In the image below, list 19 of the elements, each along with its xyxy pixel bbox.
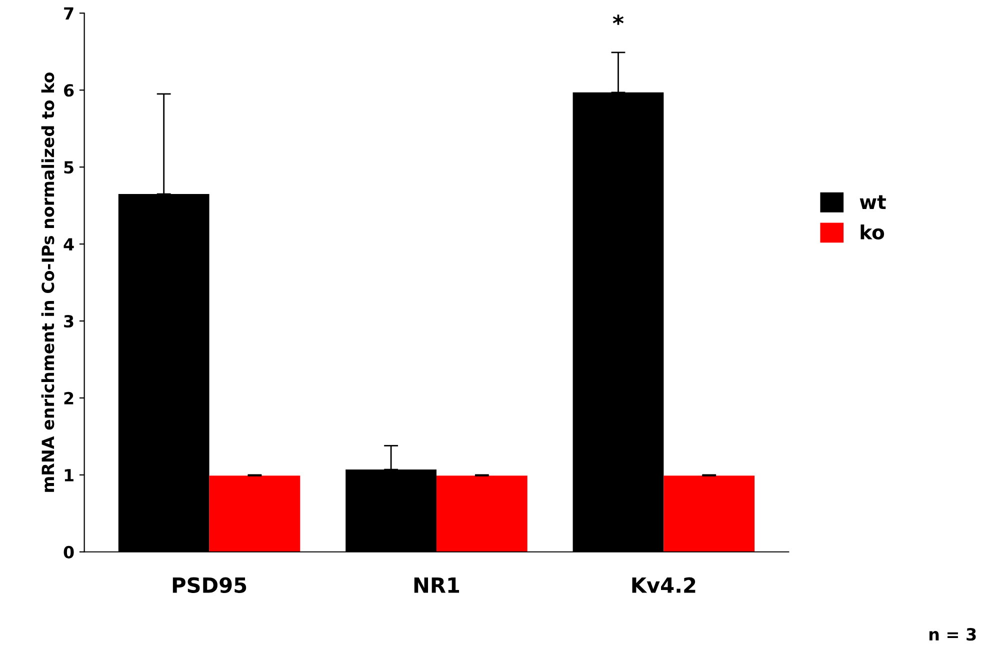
text: n = 3 — [929, 628, 976, 641]
bar — [209, 476, 300, 552]
bar — [436, 476, 528, 552]
x-tick-label: Kv4.2 — [632, 577, 696, 593]
x-tick-label: PSD95 — [172, 577, 246, 594]
y-tick-label: 5 — [64, 161, 74, 174]
y-tick-label: 6 — [64, 84, 74, 97]
x-tick-label: NR1 — [414, 578, 460, 593]
y-tick-label: 4 — [64, 238, 74, 250]
y-tick-label: 2 — [64, 392, 74, 404]
y-tick-label: 7 — [64, 7, 74, 20]
y-tick-label: 1 — [64, 469, 74, 482]
legend-label: wt — [860, 195, 886, 209]
bar — [664, 476, 755, 552]
legend-label: ko — [860, 224, 884, 240]
y-tick-label: 3 — [64, 314, 74, 328]
y-tick-label: 0 — [64, 546, 74, 558]
annotation: * — [612, 14, 624, 25]
y-axis-title: mRNA enrichment in Co-IPs normalized to ko — [41, 72, 54, 492]
